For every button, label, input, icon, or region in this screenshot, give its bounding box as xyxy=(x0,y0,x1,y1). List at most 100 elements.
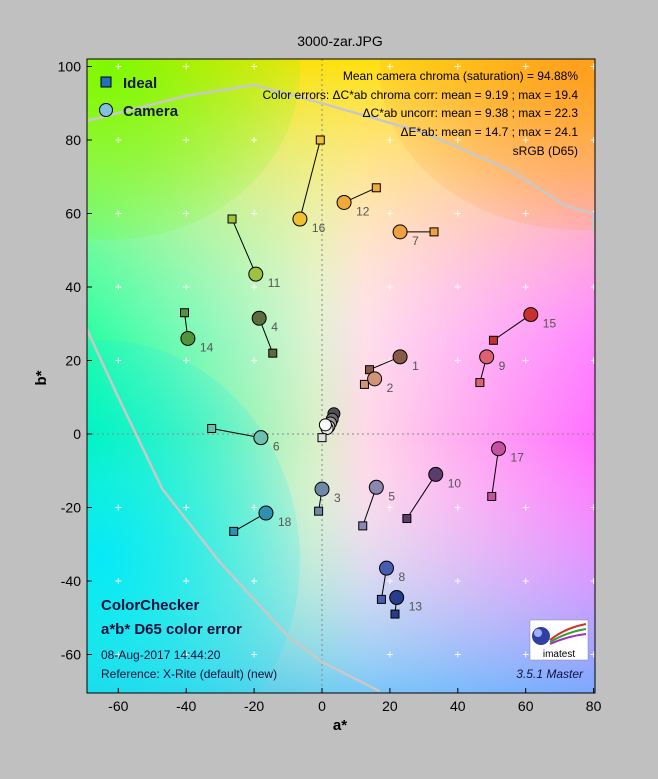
error-line-10 xyxy=(406,474,437,519)
grid-cross xyxy=(454,284,461,290)
gamut-lower-boundary xyxy=(87,326,381,693)
grid-cross xyxy=(590,284,595,290)
grid-cross xyxy=(183,504,190,511)
camera-point-7 xyxy=(392,224,408,240)
camera-point-17 xyxy=(491,441,507,457)
gamut-boundary xyxy=(87,83,595,693)
camera-point-18 xyxy=(258,505,274,521)
y-tick-label: 0 xyxy=(73,426,81,442)
camera-point-16 xyxy=(292,211,308,227)
grid-cross xyxy=(386,651,393,658)
imatest-logo: imatest xyxy=(529,619,589,661)
camera-point-1 xyxy=(392,349,408,365)
patch-label-6: 6 xyxy=(273,440,280,454)
patch-label-17: 17 xyxy=(511,451,525,465)
neutral-ideal-point xyxy=(317,433,327,443)
y-tick-label: 60 xyxy=(65,206,81,222)
x-axis-label: a* xyxy=(333,717,347,734)
grid-cross xyxy=(522,284,529,290)
caption-error-type: a*b* D65 color error xyxy=(101,621,242,638)
camera-point-8 xyxy=(379,560,395,576)
neutral-camera-point-6 xyxy=(318,418,332,432)
chart-title: 3000-zar.JPG xyxy=(297,33,383,49)
camera-point-2 xyxy=(367,371,383,387)
ideal-point-18 xyxy=(229,526,239,536)
camera-point-4 xyxy=(251,310,267,326)
x-tick-label: -40 xyxy=(176,698,196,714)
ideal-point-4 xyxy=(268,348,278,358)
caption-date: 08-Aug-2017 14:44:20 xyxy=(101,648,221,662)
error-line-11 xyxy=(231,218,257,275)
patch-label-11: 11 xyxy=(268,276,281,290)
error-line-6 xyxy=(211,427,261,439)
info-uncorr: ΔC*ab uncorr: mean = 9.38 ; max = 22.3 xyxy=(363,106,579,120)
y-tick-label: -60 xyxy=(61,647,81,663)
info-chroma: Mean camera chroma (saturation) = 94.88% xyxy=(343,69,578,83)
grid-cross xyxy=(115,504,122,511)
grid-cross xyxy=(522,357,529,364)
grid-cross xyxy=(454,578,461,584)
legend-camera-label: Camera xyxy=(123,103,179,120)
ideal-point-2 xyxy=(359,379,369,389)
grid-cross xyxy=(454,504,461,511)
grid-cross xyxy=(115,578,122,584)
ideal-point-13 xyxy=(390,609,400,619)
grid-cross xyxy=(183,137,190,143)
patch-label-3: 3 xyxy=(334,491,341,505)
ideal-point-16 xyxy=(315,135,325,145)
grid-cross xyxy=(183,284,190,290)
grid-cross xyxy=(251,578,258,584)
x-tick-label: 40 xyxy=(450,698,466,714)
patch-label-4: 4 xyxy=(271,320,278,334)
grid-cross xyxy=(183,357,190,364)
grid-cross xyxy=(183,578,190,584)
grid-cross xyxy=(386,504,393,511)
y-tick-label: 40 xyxy=(65,279,81,295)
ideal-point-15 xyxy=(488,335,498,345)
grid-cross xyxy=(386,210,393,217)
ideal-point-17 xyxy=(487,491,497,501)
grid-cross xyxy=(590,651,595,658)
grid-cross xyxy=(522,578,529,584)
grid-cross xyxy=(590,504,595,511)
camera-point-12 xyxy=(336,194,352,210)
y-tick-label: -20 xyxy=(61,500,81,516)
info-delta-e: ΔE*ab: mean = 14.7 ; max = 24.1 xyxy=(401,125,579,139)
camera-point-13 xyxy=(389,590,405,606)
y-tick-label: 100 xyxy=(58,59,82,75)
patch-label-16: 16 xyxy=(312,221,326,235)
plot-frame xyxy=(86,58,596,694)
ideal-point-9 xyxy=(475,378,485,388)
caption-reference: Reference: X-Rite (default) (new) xyxy=(101,667,277,681)
camera-point-14 xyxy=(180,330,196,346)
grid-cross xyxy=(183,651,190,658)
grid-cross xyxy=(590,137,595,143)
x-tick-label: 60 xyxy=(518,698,534,714)
ideal-point-3 xyxy=(314,506,324,516)
x-tick-label: -20 xyxy=(244,698,264,714)
x-tick-label: 0 xyxy=(318,698,326,714)
grid-cross xyxy=(251,210,258,217)
y-tick-label: 80 xyxy=(65,132,81,148)
grid-cross xyxy=(251,63,258,70)
logo-text: imatest xyxy=(543,649,575,660)
caption-colorchecker: ColorChecker xyxy=(101,597,200,614)
grid-cross xyxy=(251,284,258,290)
grid-cross xyxy=(590,357,595,364)
y-tick-label: -40 xyxy=(61,573,81,589)
patch-label-12: 12 xyxy=(356,204,370,218)
patch-label-10: 10 xyxy=(448,476,462,490)
grid-cross xyxy=(386,284,393,290)
grid-cross xyxy=(251,651,258,658)
grid-cross xyxy=(386,578,393,584)
camera-point-11 xyxy=(248,266,264,282)
patch-label-8: 8 xyxy=(399,570,406,584)
patch-label-1: 1 xyxy=(412,359,419,373)
caption-version: 3.5.1 Master xyxy=(516,667,584,681)
legend-camera-marker xyxy=(99,103,113,117)
grid-cross xyxy=(115,137,122,143)
grid-cross xyxy=(522,210,529,217)
camera-point-5 xyxy=(368,479,384,495)
